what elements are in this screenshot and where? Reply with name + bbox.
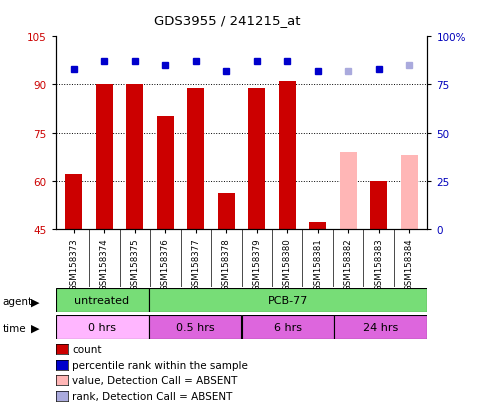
Text: PCB-77: PCB-77	[268, 296, 308, 306]
Text: percentile rank within the sample: percentile rank within the sample	[72, 360, 248, 370]
Text: GSM158384: GSM158384	[405, 238, 413, 290]
Text: GSM158379: GSM158379	[252, 238, 261, 290]
Text: GSM158376: GSM158376	[161, 238, 170, 290]
Text: count: count	[72, 344, 102, 354]
Bar	[56, 289, 149, 313]
Bar	[56, 316, 149, 339]
Bar	[340, 152, 356, 229]
Text: GSM158378: GSM158378	[222, 238, 231, 290]
Text: GSM158383: GSM158383	[374, 238, 383, 290]
Bar	[309, 223, 326, 229]
Text: GSM158373: GSM158373	[70, 238, 78, 290]
Bar	[401, 156, 417, 229]
Bar	[157, 117, 174, 229]
Text: 24 hrs: 24 hrs	[363, 323, 398, 332]
Bar	[187, 88, 204, 229]
Text: time: time	[2, 323, 26, 333]
Text: GDS3955 / 241215_at: GDS3955 / 241215_at	[154, 14, 300, 27]
Text: GSM158374: GSM158374	[100, 238, 109, 290]
Text: GSM158375: GSM158375	[130, 238, 139, 290]
Bar	[279, 82, 296, 229]
Bar	[149, 289, 427, 313]
Text: ▶: ▶	[30, 323, 39, 333]
Bar	[218, 194, 235, 229]
Text: 6 hrs: 6 hrs	[274, 323, 302, 332]
Bar	[248, 88, 265, 229]
Text: 0.5 hrs: 0.5 hrs	[176, 323, 214, 332]
Bar	[334, 316, 427, 339]
Text: GSM158380: GSM158380	[283, 238, 292, 290]
Bar	[66, 175, 82, 229]
Bar	[242, 316, 334, 339]
Text: GSM158382: GSM158382	[344, 238, 353, 290]
Text: 0 hrs: 0 hrs	[88, 323, 116, 332]
Text: value, Detection Call = ABSENT: value, Detection Call = ABSENT	[72, 375, 238, 385]
Text: ▶: ▶	[30, 297, 39, 306]
Bar	[96, 85, 113, 229]
Text: untreated: untreated	[74, 296, 129, 306]
Text: GSM158381: GSM158381	[313, 238, 322, 290]
Text: GSM158377: GSM158377	[191, 238, 200, 290]
Bar	[370, 181, 387, 229]
Bar	[149, 316, 242, 339]
Bar	[127, 85, 143, 229]
Text: rank, Detection Call = ABSENT: rank, Detection Call = ABSENT	[72, 391, 233, 401]
Text: agent: agent	[2, 297, 32, 306]
